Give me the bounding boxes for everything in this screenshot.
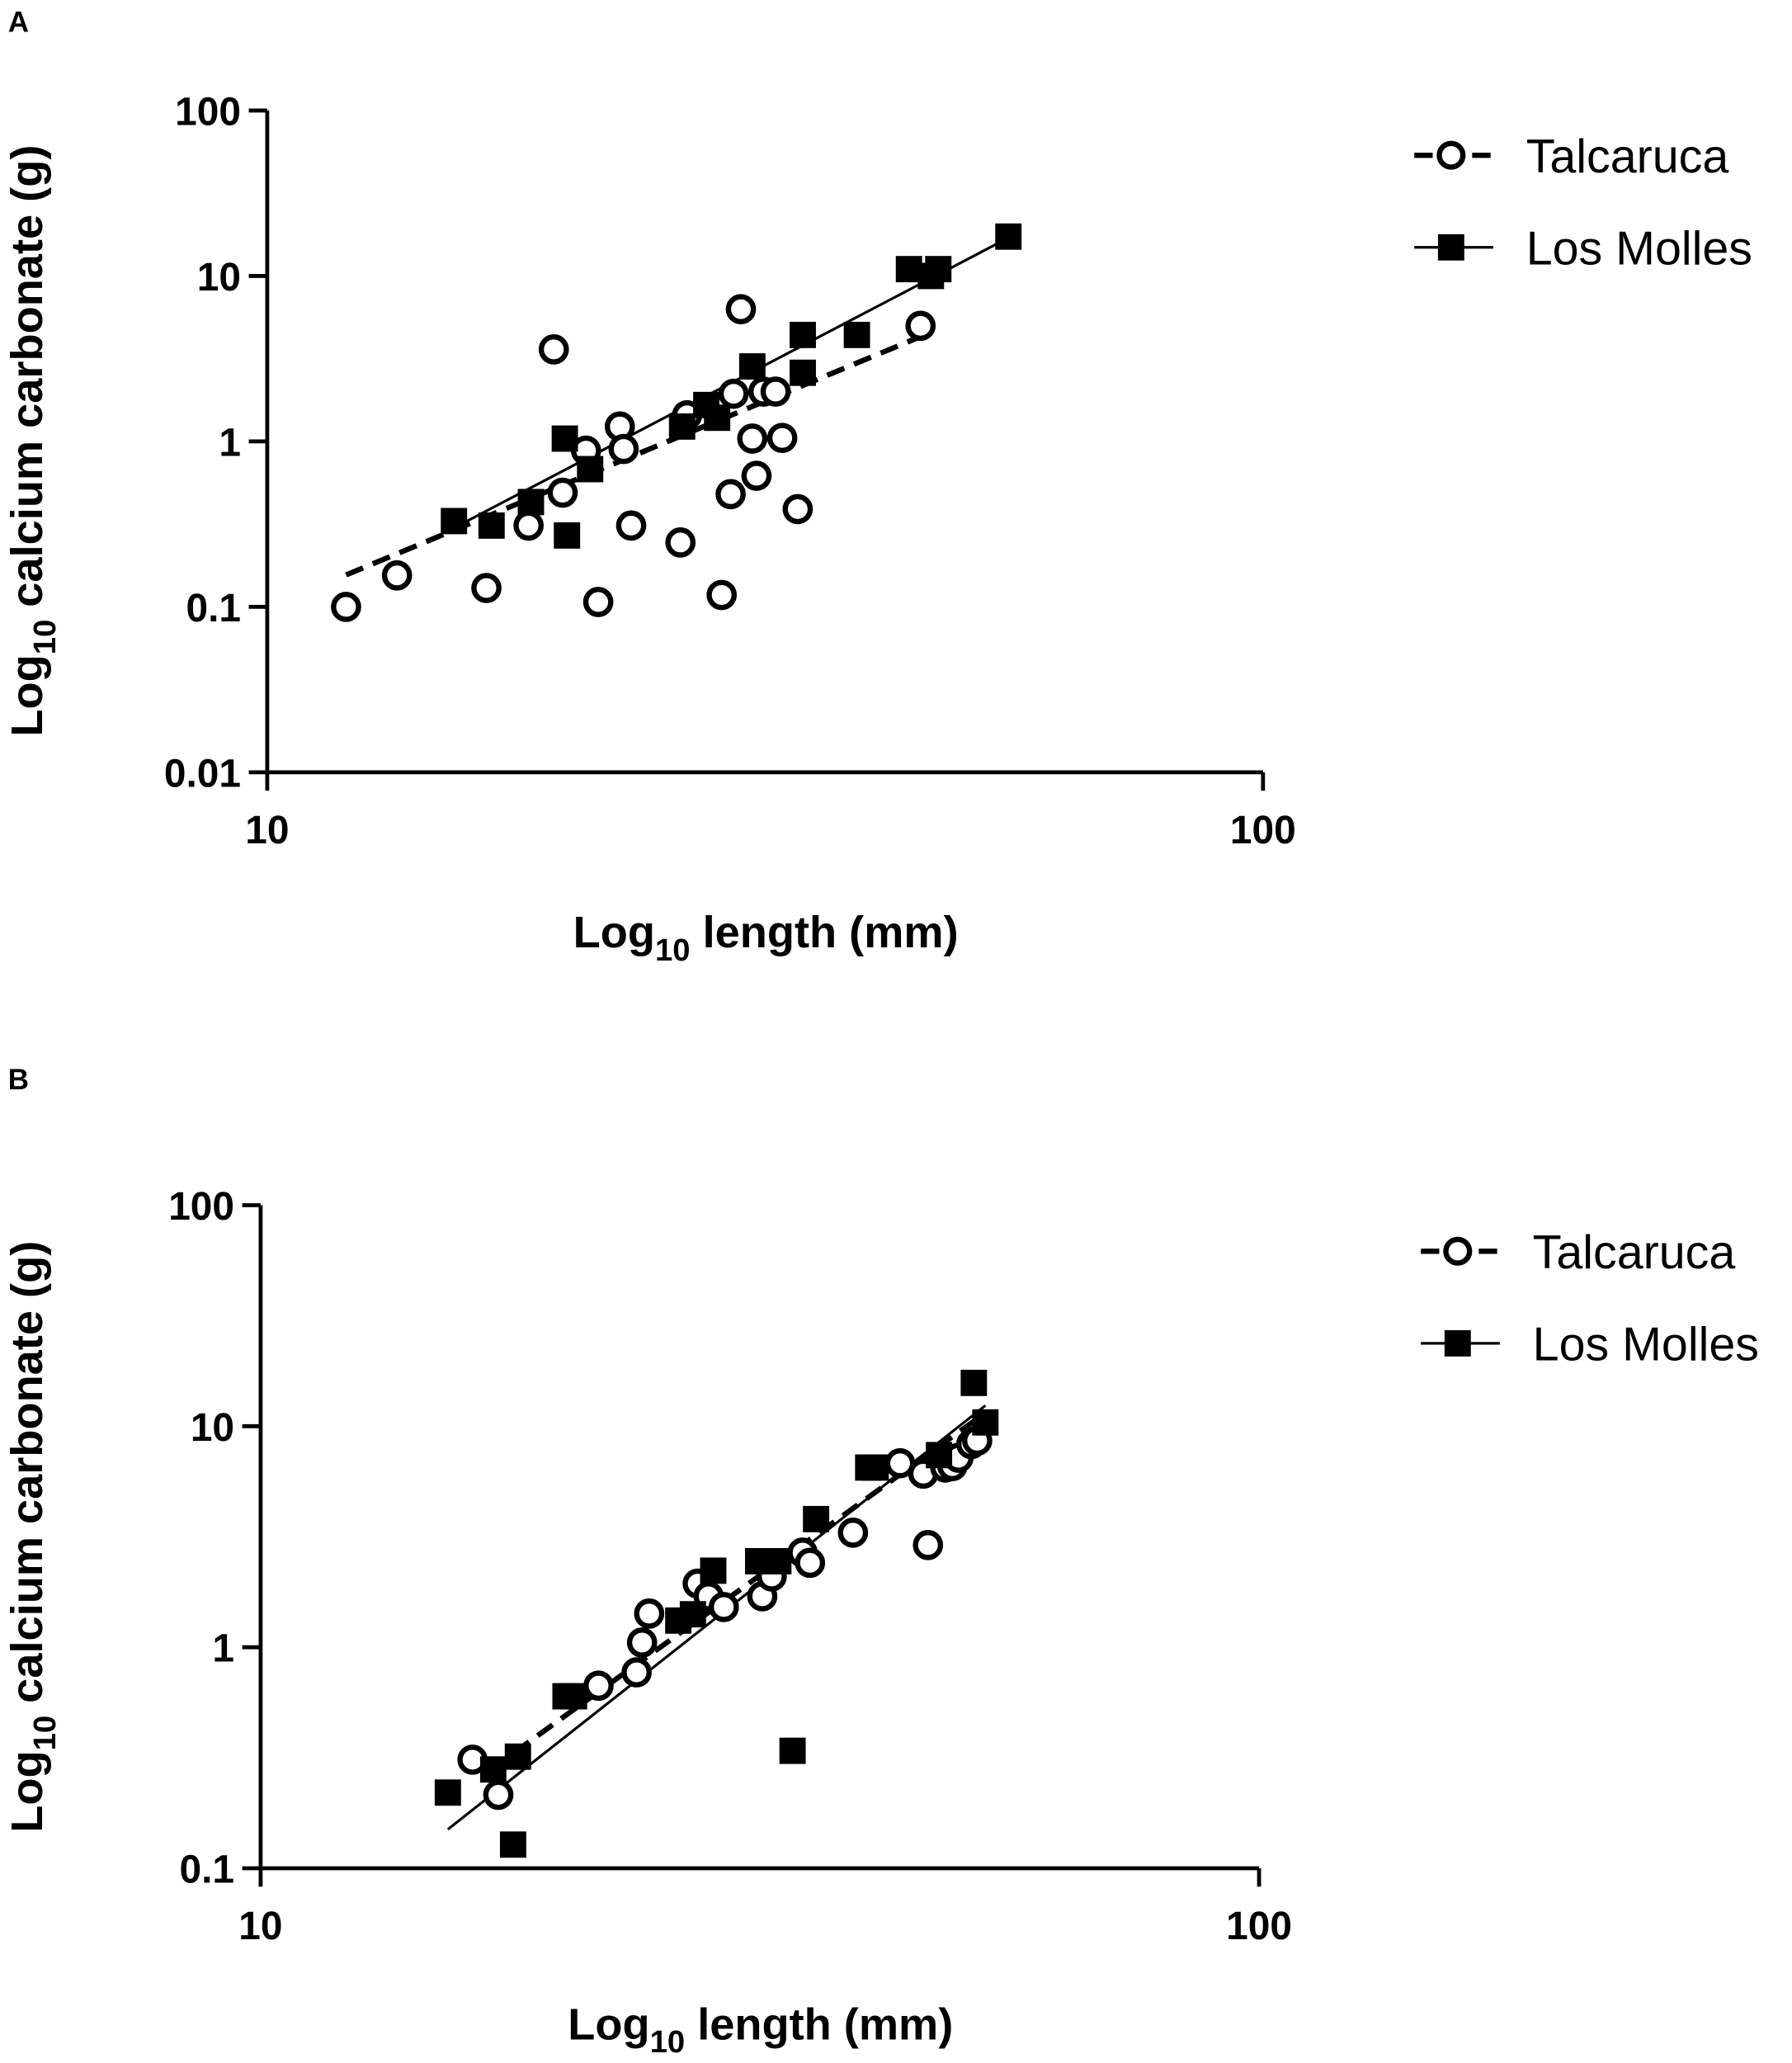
point-los-molles — [478, 512, 505, 539]
y-tick-label: 100 — [175, 90, 241, 134]
point-los-molles — [479, 1756, 507, 1783]
points-b — [434, 1369, 999, 1858]
point-los-molles — [668, 413, 696, 440]
ticks-a: 0.01 0.1 1 10 100 10 100 — [164, 90, 1296, 852]
panel-label-b: B — [8, 1064, 29, 1096]
point-talcaruca — [513, 510, 544, 541]
point-talcaruca — [715, 479, 746, 510]
point-los-molles — [441, 507, 468, 535]
y-tick-label: 10 — [197, 256, 241, 300]
point-talcaruca — [737, 423, 768, 454]
point-talcaruca — [626, 1627, 658, 1658]
point-talcaruca — [913, 1529, 944, 1560]
y-tick-label: 1 — [219, 421, 241, 465]
point-los-molles — [554, 522, 581, 549]
point-talcaruca — [615, 510, 647, 541]
x-axis-label-a: Log10 length (mm) — [573, 908, 959, 968]
legend-square-icon — [1437, 234, 1464, 261]
point-talcaruca — [538, 334, 569, 365]
point-los-molles — [765, 1547, 792, 1574]
point-los-molles — [517, 489, 545, 516]
point-los-molles — [577, 456, 604, 483]
x-axis-label-b: Log10 length (mm) — [568, 1999, 953, 2060]
legend-label-talcaruca: Talcaruca — [1533, 1226, 1736, 1279]
point-los-molles — [560, 1683, 587, 1710]
point-talcaruca — [741, 460, 772, 491]
point-talcaruca — [665, 527, 696, 558]
point-los-molles — [738, 353, 766, 380]
y-axis-label-a: Log10 calcium carbonate (g) — [2, 145, 63, 737]
point-los-molles — [803, 1505, 830, 1532]
point-los-molles — [551, 425, 578, 452]
point-los-molles — [779, 1737, 806, 1764]
point-los-molles — [499, 1831, 526, 1858]
point-talcaruca — [621, 1657, 652, 1688]
y-tick-label: 0.1 — [180, 1848, 234, 1892]
points-a — [331, 223, 1022, 622]
point-los-molles — [679, 1601, 706, 1628]
point-talcaruca — [471, 573, 502, 603]
point-talcaruca — [708, 1592, 739, 1622]
y-tick-label: 1 — [212, 1627, 234, 1671]
legend-label-los-molles: Los Molles — [1533, 1319, 1759, 1371]
legend-b: Talcaruca Los Molles — [1421, 1226, 1759, 1371]
point-talcaruca — [483, 1779, 514, 1810]
legend-a: Talcaruca Los Molles — [1414, 130, 1752, 275]
legend-circle-icon — [1436, 140, 1466, 170]
point-los-molles — [972, 1409, 999, 1436]
point-talcaruca — [547, 477, 578, 508]
point-talcaruca — [583, 1670, 614, 1702]
point-los-molles — [895, 256, 922, 283]
point-talcaruca — [608, 433, 639, 465]
x-tick-label: 10 — [245, 809, 289, 852]
point-talcaruca — [837, 1517, 869, 1548]
panel-label-a: A — [8, 6, 29, 38]
y-tick-label: 10 — [191, 1406, 234, 1450]
point-los-molles — [862, 1454, 889, 1481]
y-tick-label: 0.01 — [164, 752, 241, 795]
point-talcaruca — [760, 376, 791, 407]
x-tick-label: 100 — [1230, 809, 1296, 852]
y-axis-label-b: Log10 calcium carbonate (g) — [2, 1241, 63, 1833]
point-talcaruca — [725, 294, 757, 324]
point-los-molles — [704, 404, 731, 432]
point-los-molles — [700, 1557, 727, 1584]
point-los-molles — [925, 256, 952, 283]
point-los-molles — [434, 1779, 461, 1806]
panel-b: B 0.1 1 10 100 10 100 Log10 length (mm) Log10… — [2, 1064, 1759, 2060]
point-los-molles — [995, 223, 1022, 250]
legend-label-los-molles: Los Molles — [1526, 222, 1752, 275]
point-talcaruca — [766, 423, 798, 454]
point-talcaruca — [381, 559, 413, 591]
point-talcaruca — [706, 579, 738, 611]
legend-square-icon — [1444, 1329, 1471, 1357]
y-tick-label: 100 — [168, 1185, 234, 1229]
point-los-molles — [790, 359, 816, 386]
x-tick-label: 100 — [1226, 1905, 1292, 1948]
point-talcaruca — [795, 1547, 826, 1579]
point-talcaruca — [331, 592, 361, 622]
point-talcaruca — [582, 587, 614, 617]
point-talcaruca — [634, 1598, 665, 1629]
point-talcaruca — [782, 493, 813, 525]
point-los-molles — [843, 321, 870, 348]
ticks-b: 0.1 1 10 100 10 100 — [168, 1185, 1292, 1948]
legend-label-talcaruca: Talcaruca — [1526, 130, 1729, 183]
point-talcaruca — [905, 310, 936, 342]
legend-circle-icon — [1443, 1236, 1473, 1266]
point-los-molles — [790, 321, 816, 348]
x-tick-label: 10 — [238, 1905, 282, 1948]
point-los-molles — [960, 1369, 988, 1396]
fit-line-talcaruca — [345, 333, 922, 578]
y-tick-label: 0.1 — [186, 587, 241, 630]
point-los-molles — [926, 1442, 953, 1469]
panel-a: A 0.01 0.1 1 10 100 10 100 Log10 length (mm) L… — [2, 6, 1752, 968]
point-talcaruca — [718, 378, 749, 409]
point-los-molles — [504, 1743, 531, 1770]
